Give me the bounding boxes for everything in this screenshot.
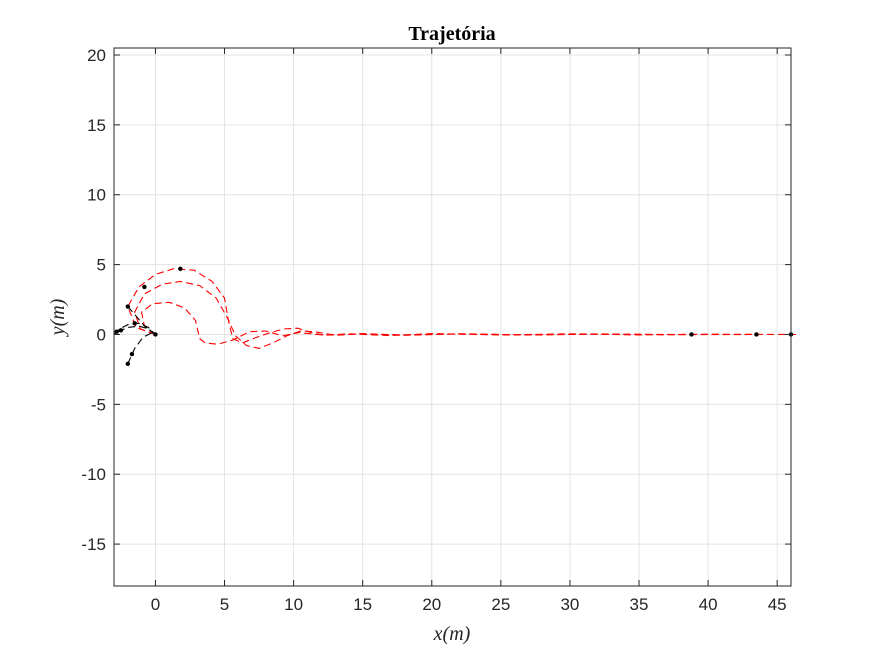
x-tick-label: 10 [284,595,303,614]
chart-title: Trajetória [408,23,495,45]
y-tick-label: 10 [87,186,106,205]
trajectory-series-7 [117,325,156,335]
robot-marker [125,304,131,309]
robot-marker [689,332,694,337]
y-tick-label: 0 [97,325,106,344]
y-axis-label: y(m) [47,298,69,337]
y-tick-label: -5 [91,395,106,414]
plot-frame [113,47,792,587]
robot-marker [125,361,131,367]
x-tick-label: 40 [699,595,718,614]
robot-marker [178,266,183,271]
x-tick-label: 30 [560,595,579,614]
x-axis-ticks: 0 5 10 15 20 25 30 35 40 45 [151,48,787,614]
trajectory-series-1 [127,268,798,344]
grid-lines [114,48,791,586]
y-tick-label: 15 [87,116,106,135]
x-tick-label: 15 [353,595,372,614]
x-tick-label: 25 [491,595,510,614]
y-axis-ticks: 20 15 10 5 0 -5 -10 -15 [81,46,791,554]
y-tick-label: -15 [81,535,106,554]
x-axis-label: x(m) [433,623,471,645]
x-tick-label: 45 [768,595,787,614]
robot-marker [114,329,119,334]
robot-marker [142,284,147,290]
x-tick-label: 5 [220,595,229,614]
y-tick-label: 20 [87,46,106,65]
x-tick-label: 20 [422,595,441,614]
robot-marker [153,332,158,337]
marker-group [114,266,794,367]
robot-marker [118,328,124,333]
x-tick-label: 0 [151,595,160,614]
x-tick-label: 35 [630,595,649,614]
robot-marker [754,332,759,337]
y-tick-label: 5 [97,256,106,275]
y-tick-label: -10 [81,465,106,484]
robot-marker [129,351,135,357]
robot-marker [132,321,137,326]
plot-background [114,48,791,586]
